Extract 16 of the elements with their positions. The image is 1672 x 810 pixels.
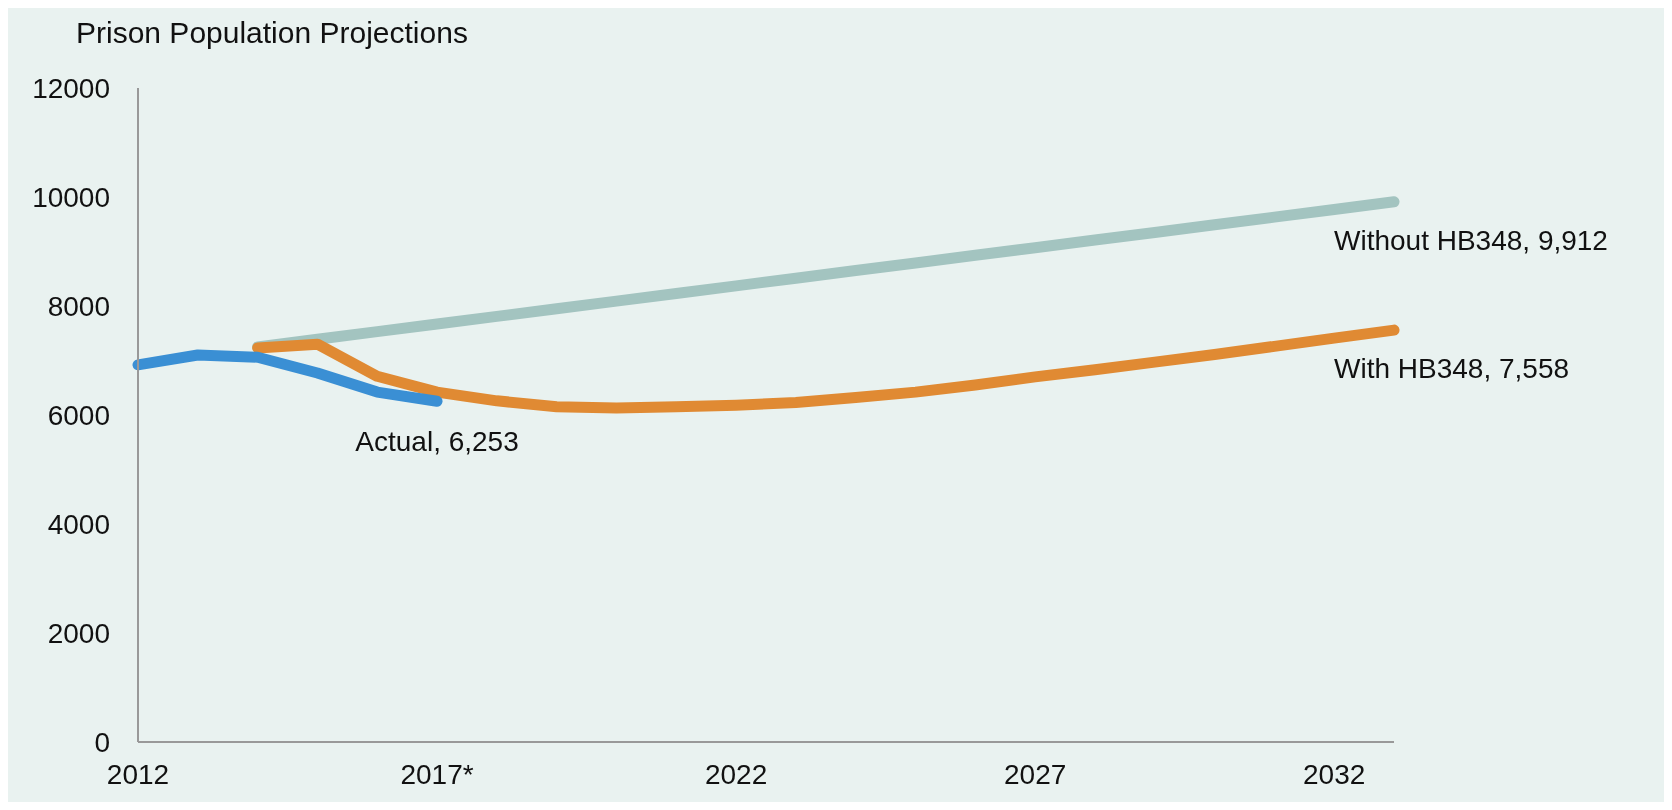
y-tick-label: 2000 xyxy=(47,617,110,649)
chart-title: Prison Population Projections xyxy=(76,16,468,50)
y-tick-label: 8000 xyxy=(47,290,110,322)
x-tick-label: 2017* xyxy=(400,758,474,790)
annotation: Without HB348, 9,912 xyxy=(1334,224,1608,256)
x-tick-label: 2012 xyxy=(106,758,170,790)
y-tick-label: 10000 xyxy=(32,181,110,213)
x-tick-label: 2032 xyxy=(1303,758,1366,790)
y-tick-label: 0 xyxy=(94,726,110,758)
x-tick-label: 2022 xyxy=(704,758,768,790)
annotation: With HB348, 7,558 xyxy=(1334,353,1570,385)
annotation: Actual, 6,253 xyxy=(355,426,519,458)
y-tick-label: 12000 xyxy=(32,72,110,104)
y-tick-label: 6000 xyxy=(47,399,110,431)
y-tick-label: 4000 xyxy=(47,508,110,540)
x-tick-label: 2027 xyxy=(1003,758,1067,790)
